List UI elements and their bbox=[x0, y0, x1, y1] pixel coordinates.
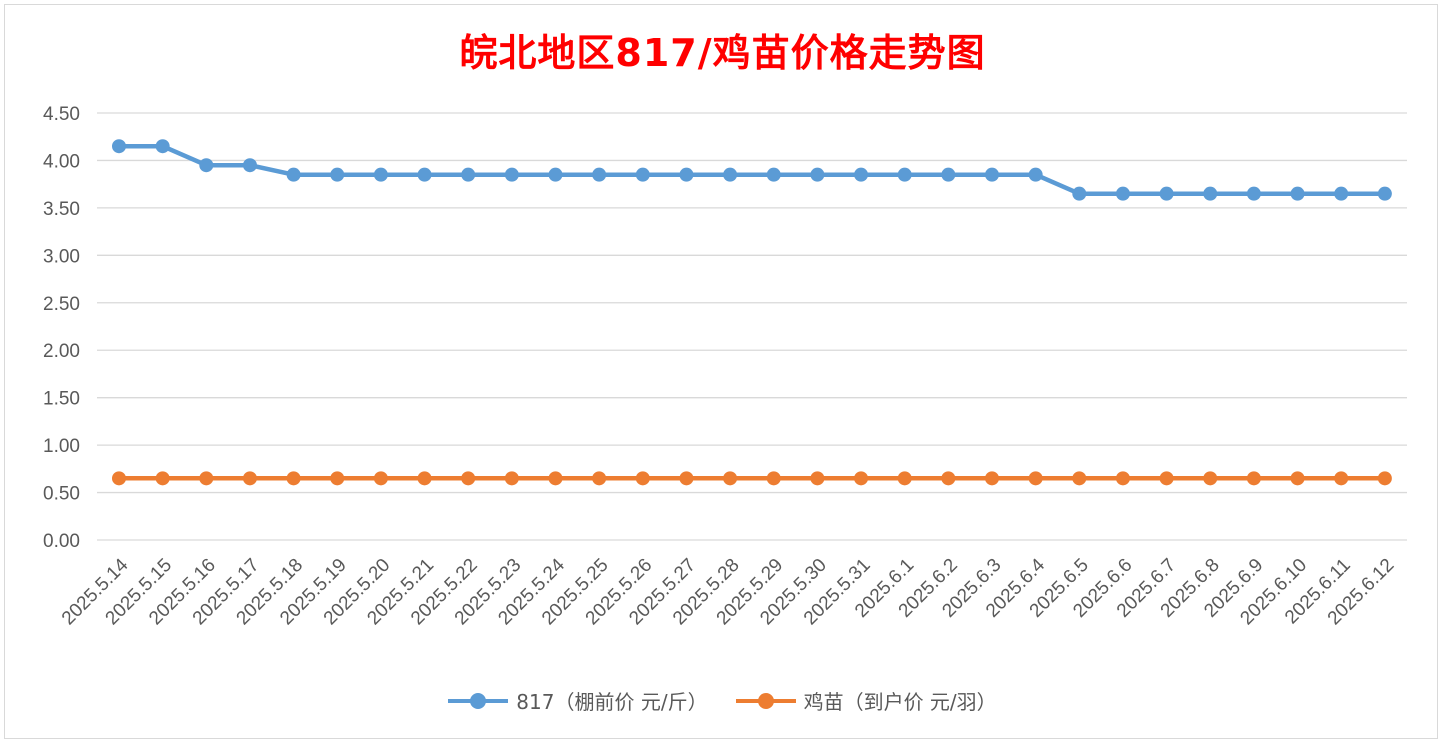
x-axis-ticks: 2025.5.142025.5.152025.5.162025.5.172025… bbox=[58, 554, 1398, 629]
data-point bbox=[286, 167, 301, 182]
legend-label-817: 817（棚前价 元/斤） bbox=[516, 690, 708, 714]
data-point bbox=[941, 471, 956, 486]
data-point bbox=[854, 471, 869, 486]
data-point bbox=[286, 471, 301, 486]
y-tick-label: 0.00 bbox=[43, 531, 80, 552]
data-point bbox=[1334, 186, 1349, 201]
data-point bbox=[679, 471, 694, 486]
y-tick-label: 2.00 bbox=[43, 341, 80, 362]
data-point bbox=[155, 139, 170, 154]
y-tick-label: 4.50 bbox=[43, 104, 80, 125]
data-point bbox=[1203, 471, 1218, 486]
legend-swatch-chick bbox=[735, 690, 796, 712]
data-point bbox=[1290, 471, 1305, 486]
y-tick-label: 2.50 bbox=[43, 294, 80, 315]
data-point bbox=[373, 471, 388, 486]
data-point bbox=[941, 167, 956, 182]
data-point bbox=[112, 139, 126, 154]
data-point bbox=[810, 471, 825, 486]
data-point bbox=[330, 471, 345, 486]
data-point bbox=[112, 471, 126, 486]
y-tick-label: 1.00 bbox=[43, 436, 80, 457]
data-point bbox=[1377, 471, 1392, 486]
data-point bbox=[897, 471, 912, 486]
legend: 817（棚前价 元/斤） 鸡苗（到户价 元/羽） bbox=[0, 686, 1445, 715]
data-point bbox=[461, 471, 476, 486]
data-point bbox=[1159, 471, 1174, 486]
data-point bbox=[548, 167, 563, 182]
legend-label-chick: 鸡苗（到户价 元/羽） bbox=[803, 690, 997, 714]
data-point bbox=[1115, 186, 1130, 201]
legend-item-chick: 鸡苗（到户价 元/羽） bbox=[735, 686, 997, 715]
chart-frame bbox=[4, 4, 1438, 739]
y-tick-label: 4.00 bbox=[43, 151, 80, 172]
y-axis-ticks: 0.00 0.50 1.00 1.50 2.00 2.50 3.00 3.50 4.00 4.50 bbox=[43, 104, 80, 552]
series-line bbox=[119, 143, 1385, 196]
data-point bbox=[1377, 186, 1392, 201]
data-point bbox=[854, 167, 869, 182]
data-point bbox=[504, 167, 519, 182]
y-tick-label: 3.00 bbox=[43, 246, 80, 267]
legend-swatch-817 bbox=[448, 690, 509, 712]
data-point bbox=[592, 167, 607, 182]
series-1 bbox=[112, 471, 1392, 486]
data-point bbox=[1246, 186, 1261, 201]
data-point bbox=[1072, 471, 1087, 486]
data-point bbox=[1246, 471, 1261, 486]
data-point bbox=[242, 158, 257, 173]
data-point bbox=[1115, 471, 1130, 486]
y-tick-label: 1.50 bbox=[43, 389, 80, 410]
data-point bbox=[1028, 167, 1043, 182]
data-point bbox=[417, 167, 432, 182]
data-point bbox=[1028, 471, 1043, 486]
data-point bbox=[723, 471, 738, 486]
chart-title: 皖北地区817/鸡苗价格走势图 bbox=[459, 31, 986, 75]
data-point bbox=[199, 158, 214, 173]
data-point bbox=[155, 471, 170, 486]
series-0 bbox=[112, 139, 1392, 201]
data-point bbox=[242, 471, 257, 486]
data-point bbox=[461, 167, 476, 182]
data-point bbox=[199, 471, 214, 486]
data-point bbox=[1159, 186, 1174, 201]
y-tick-label: 0.50 bbox=[43, 484, 80, 505]
data-point bbox=[985, 167, 999, 182]
data-point bbox=[766, 167, 781, 182]
data-point bbox=[330, 167, 345, 182]
y-tick-label: 3.50 bbox=[43, 199, 80, 220]
data-point bbox=[417, 471, 432, 486]
data-point bbox=[548, 471, 563, 486]
data-point bbox=[1334, 471, 1349, 486]
data-point bbox=[897, 167, 912, 182]
data-point bbox=[1203, 186, 1218, 201]
data-point bbox=[635, 471, 650, 486]
data-point bbox=[373, 167, 388, 182]
data-point bbox=[504, 471, 519, 486]
data-point bbox=[766, 471, 781, 486]
legend-item-817: 817（棚前价 元/斤） bbox=[448, 686, 708, 715]
data-point bbox=[635, 167, 650, 182]
data-point bbox=[810, 167, 825, 182]
data-point bbox=[985, 471, 999, 486]
gridlines bbox=[97, 112, 1407, 541]
data-point bbox=[723, 167, 738, 182]
series-layer bbox=[112, 139, 1392, 486]
data-point bbox=[1290, 186, 1305, 201]
data-point bbox=[592, 471, 607, 486]
data-point bbox=[679, 167, 694, 182]
data-point bbox=[1072, 186, 1087, 201]
